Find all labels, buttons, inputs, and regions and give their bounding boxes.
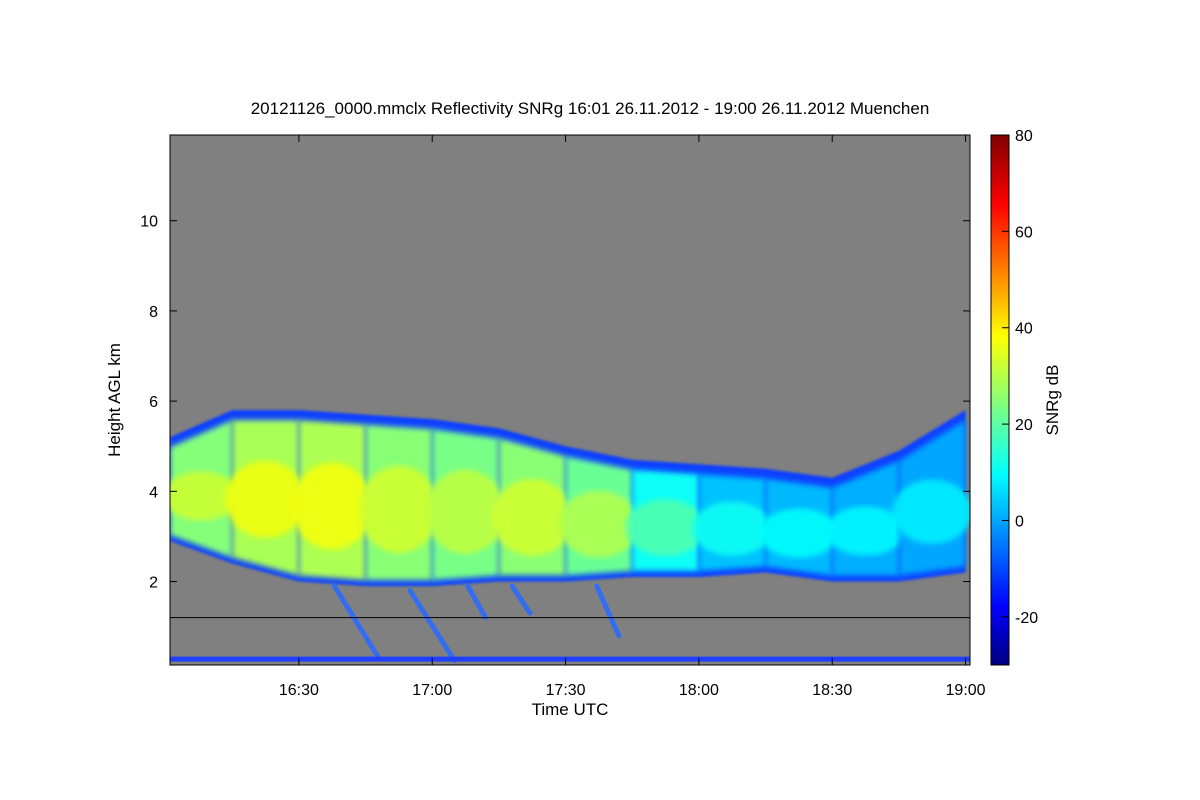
y-tick-label: 6 [149, 394, 158, 411]
cloud-core [625, 499, 706, 556]
cloud-core [492, 478, 573, 556]
fall-streak [594, 583, 622, 639]
plot-frame [169, 134, 971, 666]
cloud-core [692, 501, 773, 556]
colorbar-tick-label: 0 [1015, 513, 1024, 530]
y-axis-label: Height AGL km [105, 343, 124, 457]
y-tick-label: 4 [149, 484, 158, 501]
colorbar-tick-label: -20 [1015, 610, 1038, 627]
ground-clutter [170, 656, 970, 662]
colorbar-tick-label: 60 [1015, 224, 1033, 241]
colorbar-gradient [990, 134, 1010, 666]
cloud-core [358, 465, 439, 554]
cloud-core [225, 460, 306, 538]
y-tick-label: 8 [149, 304, 158, 321]
y-tick-label: 2 [149, 575, 158, 592]
x-tick-label: 16:30 [279, 682, 319, 699]
x-tick-label: 17:30 [546, 682, 586, 699]
x-axis-label: Time UTC [532, 700, 609, 719]
colorbar-label: SNRg dB [1043, 365, 1062, 436]
colorbar-tick-label: 80 [1015, 128, 1033, 145]
cloud-core [292, 462, 373, 550]
colorbar: -20 0 20 40 60 80 SNRg dB [990, 128, 1062, 666]
fall-streak [509, 583, 533, 616]
cloud-layer [170, 410, 970, 587]
y-axis: 2 4 6 8 10 [140, 214, 970, 592]
cloud-core [558, 490, 639, 558]
y-tick-label: 10 [140, 214, 158, 231]
fall-streak [465, 583, 489, 621]
cloud-core [758, 508, 839, 558]
cloud-core [425, 469, 506, 554]
echo-field [170, 410, 970, 663]
fall-streak [407, 588, 457, 663]
cloud-core [170, 471, 239, 521]
x-tick-label: 17:00 [412, 682, 452, 699]
x-tick-label: 18:30 [812, 682, 852, 699]
colorbar-ticks: -20 0 20 40 60 80 [1002, 128, 1038, 627]
fall-streaks [331, 583, 622, 663]
cloud-core [892, 479, 970, 544]
x-tick-label: 18:00 [679, 682, 719, 699]
cloud-core [825, 506, 906, 556]
chart-title: 20121126_0000.mmclx Reflectivity SNRg 16… [251, 99, 930, 118]
plot-area [169, 134, 971, 666]
colorbar-tick-label: 20 [1015, 417, 1033, 434]
x-tick-label: 19:00 [946, 682, 986, 699]
fall-streak [331, 583, 382, 661]
x-axis: 16:30 17:00 17:30 18:00 18:30 19:00 [279, 135, 986, 699]
colorbar-tick-label: 40 [1015, 321, 1033, 338]
no-signal-background [170, 135, 970, 665]
